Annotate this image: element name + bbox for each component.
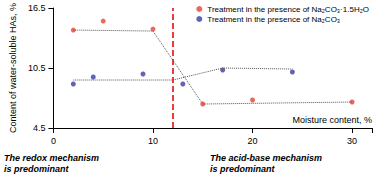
- svg-text:16.5: 16.5: [28, 3, 46, 13]
- svg-text:Content of water-soluble HAs,: Content of water-soluble HAs, %: [8, 3, 18, 133]
- svg-text:is predominant: is predominant: [210, 164, 276, 174]
- svg-text:0: 0: [51, 136, 56, 146]
- svg-text:30: 30: [347, 136, 357, 146]
- svg-text:The acid-base mechanism: The acid-base mechanism: [210, 153, 322, 163]
- svg-text:Treatment in the presence of N: Treatment in the presence of Na₂CO₃: [207, 15, 340, 24]
- svg-text:The redox mechanism: The redox mechanism: [4, 153, 99, 163]
- svg-text:10: 10: [148, 136, 158, 146]
- svg-text:4.5: 4.5: [33, 123, 46, 133]
- svg-text:20: 20: [248, 136, 258, 146]
- svg-text:is predominant: is predominant: [4, 164, 70, 174]
- svg-text:Treatment in the presence of N: Treatment in the presence of Na₂CO₃·1.5H…: [207, 5, 369, 14]
- svg-text:10.5: 10.5: [28, 63, 46, 73]
- svg-text:Moisture content, %: Moisture content, %: [292, 115, 372, 125]
